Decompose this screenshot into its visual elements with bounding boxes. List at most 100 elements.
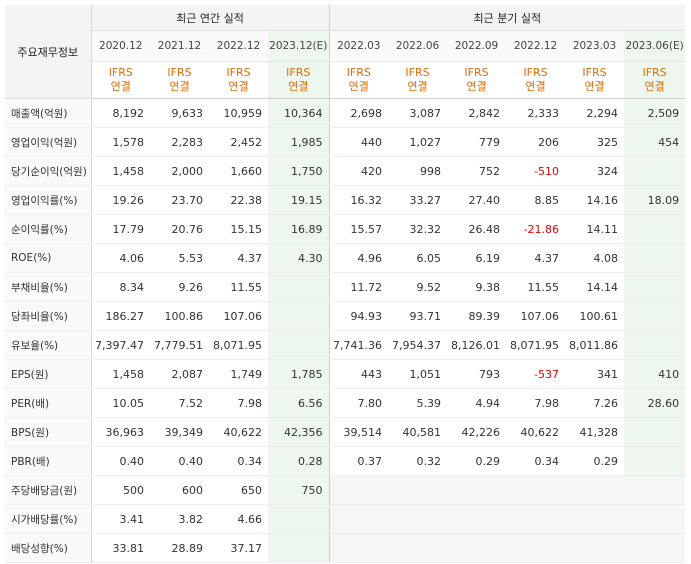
ifrs-basis-row: IFRS 연결 IFRS 연결 IFRS 연결 IFRS 연결 IFRS 연결 IFRS 연결 IFRS… [5,61,686,99]
period-header[interactable]: 2022.06 [388,30,448,62]
table-row: 배당성향(%) 33.81 28.89 37.17 [5,533,686,563]
value-cell: 1,027 [388,127,448,157]
value-cell [624,243,686,273]
value-cell: 2,000 [150,156,209,186]
value-cell: 10,959 [209,98,268,128]
period-header[interactable]: 2022.03 [329,30,389,62]
row-label: 당좌비율(%) [5,301,92,331]
ifrs-basis-cell: IFRS 연결 [388,61,448,99]
table-row: 영업이익(억원) 1,578 2,283 2,452 1,985 440 1,027 779 2… [5,127,686,157]
value-cell: 2,294 [565,98,625,128]
value-cell: 32.32 [388,214,448,244]
value-cell: 7.98 [506,388,566,418]
consolidated-label: 연결 [466,80,487,93]
row-label: 영업이익률(%) [5,185,92,215]
value-cell: 752 [447,156,507,186]
table-row: 영업이익률(%) 19.26 23.70 22.38 19.15 16.32 33.27 27… [5,185,686,215]
ifrs-label: IFRS [642,66,667,79]
value-cell: 2,283 [150,127,209,157]
value-cell: 40,581 [388,417,448,447]
ifrs-label: IFRS [167,66,192,79]
value-cell: 8,192 [91,98,150,128]
row-label: PER(배) [5,388,92,418]
value-cell: 14.14 [565,272,625,302]
ifrs-label: IFRS [226,66,251,79]
period-header[interactable]: 2020.12 [91,30,150,62]
ifrs-basis-cell: IFRS 연결 [506,61,566,99]
value-cell: 0.34 [506,446,566,476]
consolidated-label: 연결 [644,80,665,93]
table-row: 유보율(%) 7,397.47 7,779.51 8,071.95 7,741.36 7,… [5,330,686,360]
value-cell [624,533,686,563]
financial-summary-table: 주요재무정보 최근 연간 실적 최근 분기 실적 2020.12 2021.12 2… [5,5,686,563]
value-cell: 10,364 [268,98,330,128]
value-cell: 2,087 [150,359,209,389]
period-header[interactable]: 2021.12 [150,30,209,62]
value-cell [506,504,566,534]
ifrs-basis-cell: IFRS 연결 [268,61,330,99]
ifrs-basis-cell: IFRS 연결 [447,61,507,99]
value-cell: 33.27 [388,185,448,215]
value-cell: 4.37 [209,243,268,273]
ifrs-basis-cell: IFRS 연결 [150,61,209,99]
value-cell: 107.06 [209,301,268,331]
value-cell [447,533,507,563]
row-label: 부채비율(%) [5,272,92,302]
value-cell: 7,397.47 [91,330,150,360]
value-cell [268,533,330,563]
period-header[interactable]: 2022.12 [506,30,566,62]
value-cell [268,504,330,534]
value-cell [388,504,448,534]
row-label: 순이익률(%) [5,214,92,244]
row-label: 유보율(%) [5,330,92,360]
value-cell: 0.28 [268,446,330,476]
value-cell: 750 [268,475,330,505]
value-cell: 11.72 [329,272,389,302]
value-cell: 20.76 [150,214,209,244]
value-cell: 341 [565,359,625,389]
value-cell: 1,051 [388,359,448,389]
row-label: PBR(배) [5,446,92,476]
value-cell: 19.15 [268,185,330,215]
value-cell: 0.40 [91,446,150,476]
table-row: 주당배당금(원) 500 600 650 750 [5,475,686,505]
ifrs-basis-cell: IFRS 연결 [329,61,389,99]
value-cell [624,301,686,331]
row-label: 매출액(억원) [5,98,92,128]
value-cell [329,475,389,505]
period-header[interactable]: 2023.06(E) [624,30,686,62]
value-cell: 779 [447,127,507,157]
value-cell: 2,509 [624,98,686,128]
ifrs-label: IFRS [523,66,548,79]
value-cell: 206 [506,127,566,157]
value-cell: 1,749 [209,359,268,389]
value-cell: 19.26 [91,185,150,215]
value-cell: 8,071.95 [506,330,566,360]
table-row: 순이익률(%) 17.79 20.76 15.15 16.89 15.57 32.32 26.… [5,214,686,244]
value-cell: 6.56 [268,388,330,418]
value-cell: 0.29 [447,446,507,476]
value-cell: 0.32 [388,446,448,476]
period-header[interactable]: 2022.09 [447,30,507,62]
value-cell: 9.26 [150,272,209,302]
value-cell: 40,622 [209,417,268,447]
table-row: 부채비율(%) 8.34 9.26 11.55 11.72 9.52 9.38 11.55 14… [5,272,686,302]
period-header[interactable]: 2023.03 [565,30,625,62]
value-cell [506,475,566,505]
value-cell: 1,578 [91,127,150,157]
value-cell: 4.06 [91,243,150,273]
value-cell: 9,633 [150,98,209,128]
value-cell [624,156,686,186]
value-cell: 0.40 [150,446,209,476]
table-row: 시가배당률(%) 3.41 3.82 4.66 [5,504,686,534]
value-cell: 5.39 [388,388,448,418]
corner-label: 주요재무정보 [5,5,92,99]
row-label: 시가배당률(%) [5,504,92,534]
row-label: BPS(원) [5,417,92,447]
value-cell: 7.26 [565,388,625,418]
value-cell: 10.05 [91,388,150,418]
value-cell: 9.38 [447,272,507,302]
period-header[interactable]: 2022.12 [209,30,268,62]
period-header[interactable]: 2023.12(E) [268,30,330,62]
value-cell: 500 [91,475,150,505]
